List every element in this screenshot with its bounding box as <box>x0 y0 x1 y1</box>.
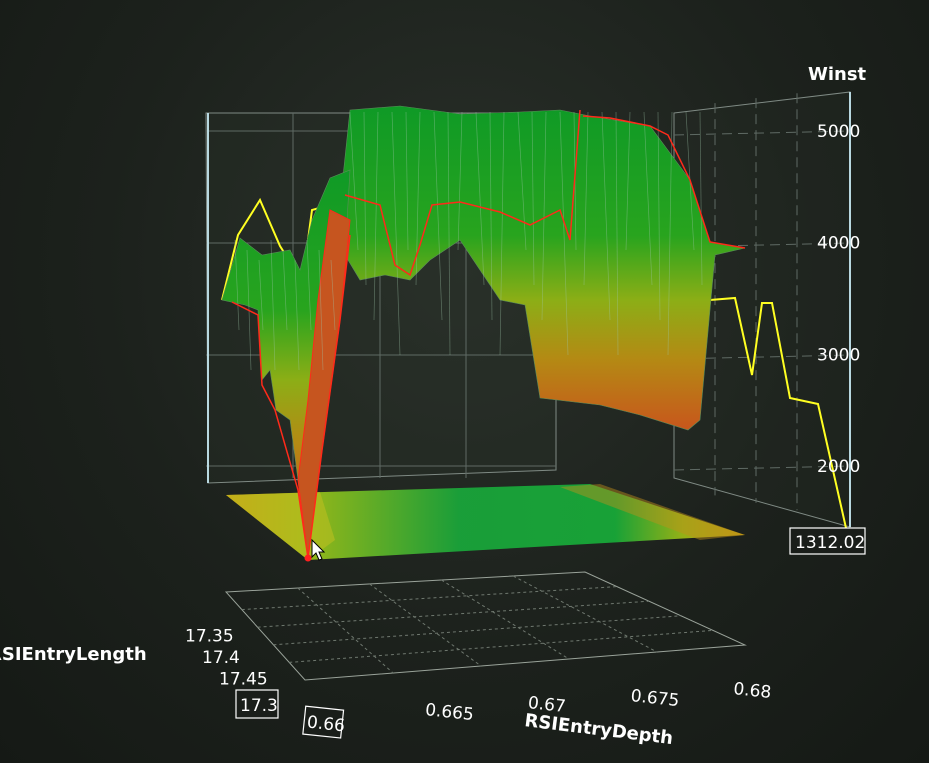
surface-mesh-line <box>318 249 324 371</box>
surface-mesh-line <box>391 111 401 356</box>
surface-mesh-line <box>643 111 653 286</box>
y-readout-box: 17.3 <box>235 689 279 719</box>
z-readout-value: 1312.02 <box>795 533 865 553</box>
surface-plateau <box>329 105 746 431</box>
z-tick-label: 3000 <box>817 345 860 365</box>
selected-point-marker[interactable] <box>304 554 312 562</box>
surface-mesh-line <box>541 111 547 321</box>
surface-mesh <box>221 105 746 559</box>
x-readout-box: 0.66 <box>302 705 346 739</box>
z-tick-label: 5000 <box>817 122 860 142</box>
surface-mesh-line <box>363 111 367 286</box>
z-tick-label: 2000 <box>817 457 860 477</box>
right-wall-gridline <box>673 465 851 471</box>
surface-mesh-line <box>294 259 300 371</box>
surface-mesh-line <box>433 111 443 321</box>
surface-edge-mid <box>344 109 581 277</box>
x-axis-title: RSIEntryDepth <box>523 710 674 749</box>
y-readout-value: 17.3 <box>240 696 278 716</box>
surface-mesh-line <box>306 239 312 331</box>
surface-mesh-line <box>373 111 379 321</box>
surface-mesh-line <box>667 111 673 356</box>
side-projection-line-right <box>709 296 847 529</box>
x-axis: 0.665 0.67 0.675 0.68 <box>424 679 772 725</box>
surface-mesh-line <box>559 111 569 356</box>
bottom-gridline <box>297 587 394 674</box>
z-tick-label: 4000 <box>817 234 860 254</box>
x-tick-label: 0.67 <box>527 693 567 717</box>
surface-mesh-line <box>499 111 505 356</box>
surface-mesh-line <box>447 111 451 356</box>
right-wall-gridline <box>673 130 851 136</box>
surface-edge-left <box>231 234 351 559</box>
surface-mesh-line <box>489 111 493 321</box>
z-axis-title: Winst <box>808 64 867 85</box>
right-wall-gridline <box>673 354 851 360</box>
x-tick-label: 0.665 <box>424 700 474 725</box>
y-tick-label: 17.45 <box>219 670 268 690</box>
bottom-gridline <box>441 579 570 660</box>
bottom-gridline <box>257 600 650 628</box>
surface-mesh-line <box>234 239 240 331</box>
z-axis: 2000 3000 4000 5000 <box>817 122 860 477</box>
mouse-cursor-icon <box>311 538 326 561</box>
surface-mesh-line <box>531 111 535 286</box>
y-tick-label: 17.4 <box>202 648 240 668</box>
surface-mesh-line <box>330 259 336 331</box>
right-wall-gridline <box>673 242 851 248</box>
bottom-gridline <box>241 586 618 611</box>
surface-mesh-line <box>270 239 276 371</box>
surface-mesh-line <box>517 111 527 251</box>
x-tick-label: 0.675 <box>630 686 680 711</box>
surface-mesh-line <box>657 111 661 321</box>
z-readout-box: 1312.02 <box>789 527 866 555</box>
y-axis-title: RSIEntryLength <box>0 644 147 665</box>
surface-mesh-line <box>625 111 631 251</box>
surface-mesh-line <box>699 111 703 286</box>
surface-mesh-line <box>457 111 463 251</box>
bottom-gridline <box>289 629 714 663</box>
surface-mesh-line <box>615 111 619 356</box>
y-tick-label: 17.35 <box>185 627 234 647</box>
surface-mesh-line <box>282 249 288 331</box>
surface-mesh-line <box>349 111 359 251</box>
surface-mesh-line <box>258 259 264 331</box>
bottom-gridline <box>273 615 682 646</box>
x-readout-value: 0.66 <box>306 712 346 736</box>
surface-edge-top <box>582 115 746 249</box>
surface-mesh-line <box>405 111 409 251</box>
bottom-gridline <box>369 583 482 667</box>
surface-mesh-line <box>583 111 589 286</box>
surface-mesh-line <box>601 111 611 321</box>
surface-mesh-line <box>475 111 485 286</box>
x-tick-label: 0.68 <box>732 679 772 703</box>
bottom-grid-plane <box>224 571 747 681</box>
bottom-gridline <box>512 575 658 653</box>
